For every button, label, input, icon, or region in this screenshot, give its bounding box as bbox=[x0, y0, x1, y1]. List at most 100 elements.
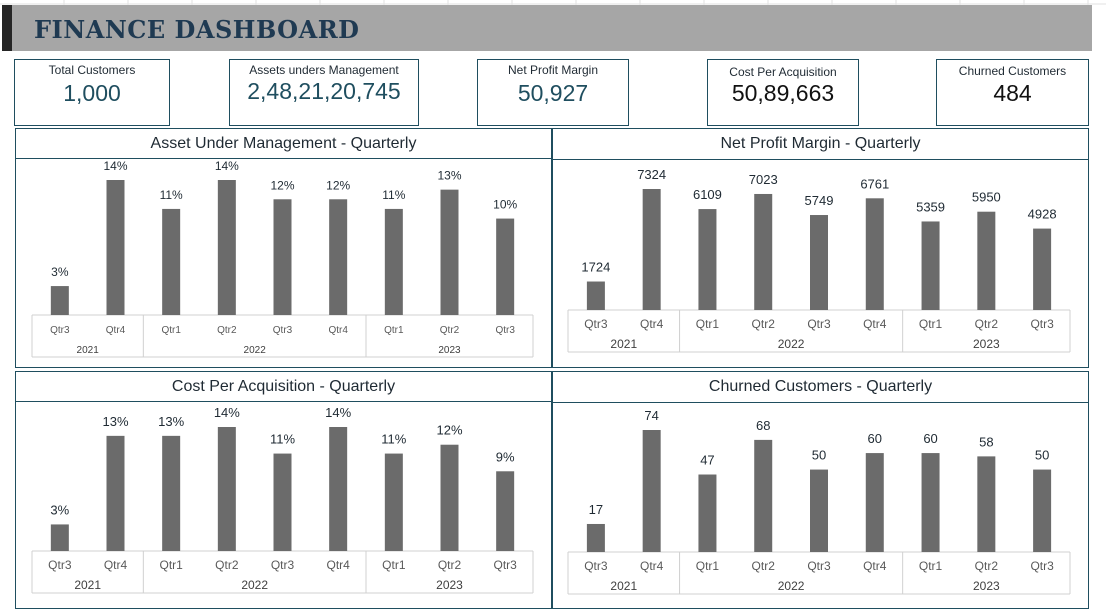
tick-label: Qtr3 bbox=[1030, 559, 1054, 573]
data-label: 5359 bbox=[916, 199, 945, 214]
data-label: 7023 bbox=[749, 172, 778, 187]
data-label: 17 bbox=[589, 502, 603, 517]
tick-label: Qtr2 bbox=[752, 559, 776, 573]
data-label: 12% bbox=[270, 178, 294, 192]
kpi-label: Net Profit Margin bbox=[507, 63, 599, 77]
data-label: 68 bbox=[756, 418, 770, 433]
tick-label: Qtr1 bbox=[382, 558, 406, 572]
data-label: 12% bbox=[436, 423, 462, 438]
bar bbox=[1033, 228, 1052, 310]
kpi-value: 50,927 bbox=[517, 80, 589, 106]
tick-label: Qtr3 bbox=[584, 559, 608, 573]
kpi-value: 1,000 bbox=[63, 80, 121, 106]
bar bbox=[162, 208, 181, 315]
group-label: 2022 bbox=[244, 345, 267, 356]
data-label: 10% bbox=[493, 198, 517, 212]
data-label: 50 bbox=[812, 448, 826, 463]
bar bbox=[698, 474, 717, 552]
kpi-card-net-profit-margin[interactable]: Net Profit Margin 50,927 bbox=[477, 59, 629, 126]
kpi-value: 2,48,21,20,745 bbox=[247, 78, 401, 104]
data-label: 3% bbox=[51, 265, 69, 279]
group-label: 2021 bbox=[610, 337, 637, 351]
group-label: 2022 bbox=[241, 578, 268, 592]
tick-label: Qtr2 bbox=[215, 558, 239, 572]
bar bbox=[865, 198, 884, 310]
chart-title-net-profit-margin: Net Profit Margin - Quarterly bbox=[552, 128, 1089, 160]
bar bbox=[496, 471, 515, 551]
chart-net-profit-margin: 1724 Qtr3 7324 Qtr4 6109 Qtr1 7023 Qtr2 5749 Qtr3… bbox=[567, 167, 1071, 353]
data-label: 14% bbox=[215, 160, 239, 173]
kpi-label: Total Customers bbox=[48, 63, 136, 77]
tick-label: Qtr3 bbox=[273, 325, 293, 336]
data-label: 14% bbox=[103, 160, 127, 173]
bar bbox=[754, 193, 773, 310]
kpi-label: Assets unders Management bbox=[249, 63, 399, 77]
data-label: 14% bbox=[325, 405, 351, 420]
data-label: 50 bbox=[1035, 448, 1049, 463]
bar bbox=[586, 281, 605, 310]
group-label: 2023 bbox=[436, 578, 463, 592]
tick-label: Qtr4 bbox=[640, 317, 664, 331]
bar bbox=[50, 286, 69, 315]
bar bbox=[698, 209, 717, 310]
tick-label: Qtr1 bbox=[384, 325, 404, 336]
bar bbox=[921, 453, 940, 552]
chart-churned-customers: 17 Qtr3 74 Qtr4 47 Qtr1 68 Qtr2 50 Qtr3 60 Qtr4 60 Qt… bbox=[567, 408, 1071, 595]
bar bbox=[217, 180, 236, 315]
bar bbox=[440, 444, 459, 551]
tick-label: Qtr3 bbox=[584, 317, 608, 331]
data-label: 47 bbox=[700, 453, 714, 468]
kpi-label: Churned Customers bbox=[958, 64, 1067, 78]
kpi-value: 50,89,663 bbox=[731, 80, 835, 106]
group-label: 2021 bbox=[74, 578, 101, 592]
group-label: 2023 bbox=[973, 579, 1000, 593]
bar bbox=[642, 189, 661, 310]
data-label: 1724 bbox=[581, 260, 610, 275]
data-label: 58 bbox=[979, 434, 993, 449]
chart-cost-per-acquisition: 3% Qtr3 13% Qtr4 13% Qtr1 14% Qtr2 11% Qtr3 14% Qtr… bbox=[31, 405, 534, 594]
data-label: 14% bbox=[214, 405, 240, 420]
bar bbox=[329, 427, 348, 551]
tick-label: Qtr3 bbox=[807, 559, 831, 573]
group-label: 2021 bbox=[77, 345, 100, 356]
bar bbox=[810, 469, 828, 552]
bar bbox=[754, 439, 773, 552]
bar bbox=[106, 435, 125, 551]
data-label: 12% bbox=[326, 178, 350, 192]
data-label: 74 bbox=[644, 408, 658, 423]
tick-label: Qtr3 bbox=[1030, 317, 1054, 331]
tick-label: Qtr2 bbox=[752, 317, 776, 331]
kpi-card-churned-customers[interactable]: Churned Customers 484 bbox=[936, 59, 1089, 126]
tick-label: Qtr1 bbox=[919, 559, 943, 573]
bar bbox=[1033, 469, 1052, 552]
data-label: 9% bbox=[496, 449, 515, 464]
bar bbox=[384, 453, 403, 551]
bar bbox=[217, 427, 236, 551]
chart-title-cost-per-acquisition: Cost Per Acquisition - Quarterly bbox=[15, 371, 552, 402]
bar bbox=[384, 208, 403, 315]
tick-label: Qtr2 bbox=[217, 325, 237, 336]
tick-label: Qtr4 bbox=[863, 559, 887, 573]
tick-label: Qtr3 bbox=[807, 317, 831, 331]
data-label: 4928 bbox=[1028, 207, 1057, 222]
kpi-card-total-customers[interactable]: Total Customers 1,000 bbox=[14, 59, 170, 126]
kpi-value: 484 bbox=[993, 80, 1032, 106]
bar bbox=[440, 189, 459, 315]
data-label: 5749 bbox=[805, 193, 834, 208]
bar bbox=[496, 218, 515, 315]
bar bbox=[977, 211, 996, 310]
data-label: 13% bbox=[437, 169, 461, 183]
data-label: 60 bbox=[923, 431, 937, 446]
tick-label: Qtr4 bbox=[328, 325, 348, 336]
kpi-card-assets-under-management[interactable]: Assets unders Management 2,48,21,20,745 bbox=[229, 59, 419, 126]
kpi-card-cost-per-acquisition[interactable]: Cost Per Acquisition 50,89,663 bbox=[707, 59, 859, 126]
tick-label: Qtr1 bbox=[159, 558, 183, 572]
bar bbox=[642, 430, 661, 552]
tick-label: Qtr3 bbox=[493, 558, 517, 572]
tick-label: Qtr2 bbox=[975, 559, 999, 573]
dashboard-header: FINANCE DASHBOARD bbox=[2, 5, 1092, 51]
tick-label: Qtr3 bbox=[271, 558, 295, 572]
tick-label: Qtr4 bbox=[640, 559, 664, 573]
chart-asset-under-management: 3% Qtr3 14% Qtr4 11% Qtr1 14% Qtr2 12% Qtr3 12% Qtr… bbox=[31, 160, 534, 358]
tick-label: Qtr1 bbox=[696, 559, 720, 573]
